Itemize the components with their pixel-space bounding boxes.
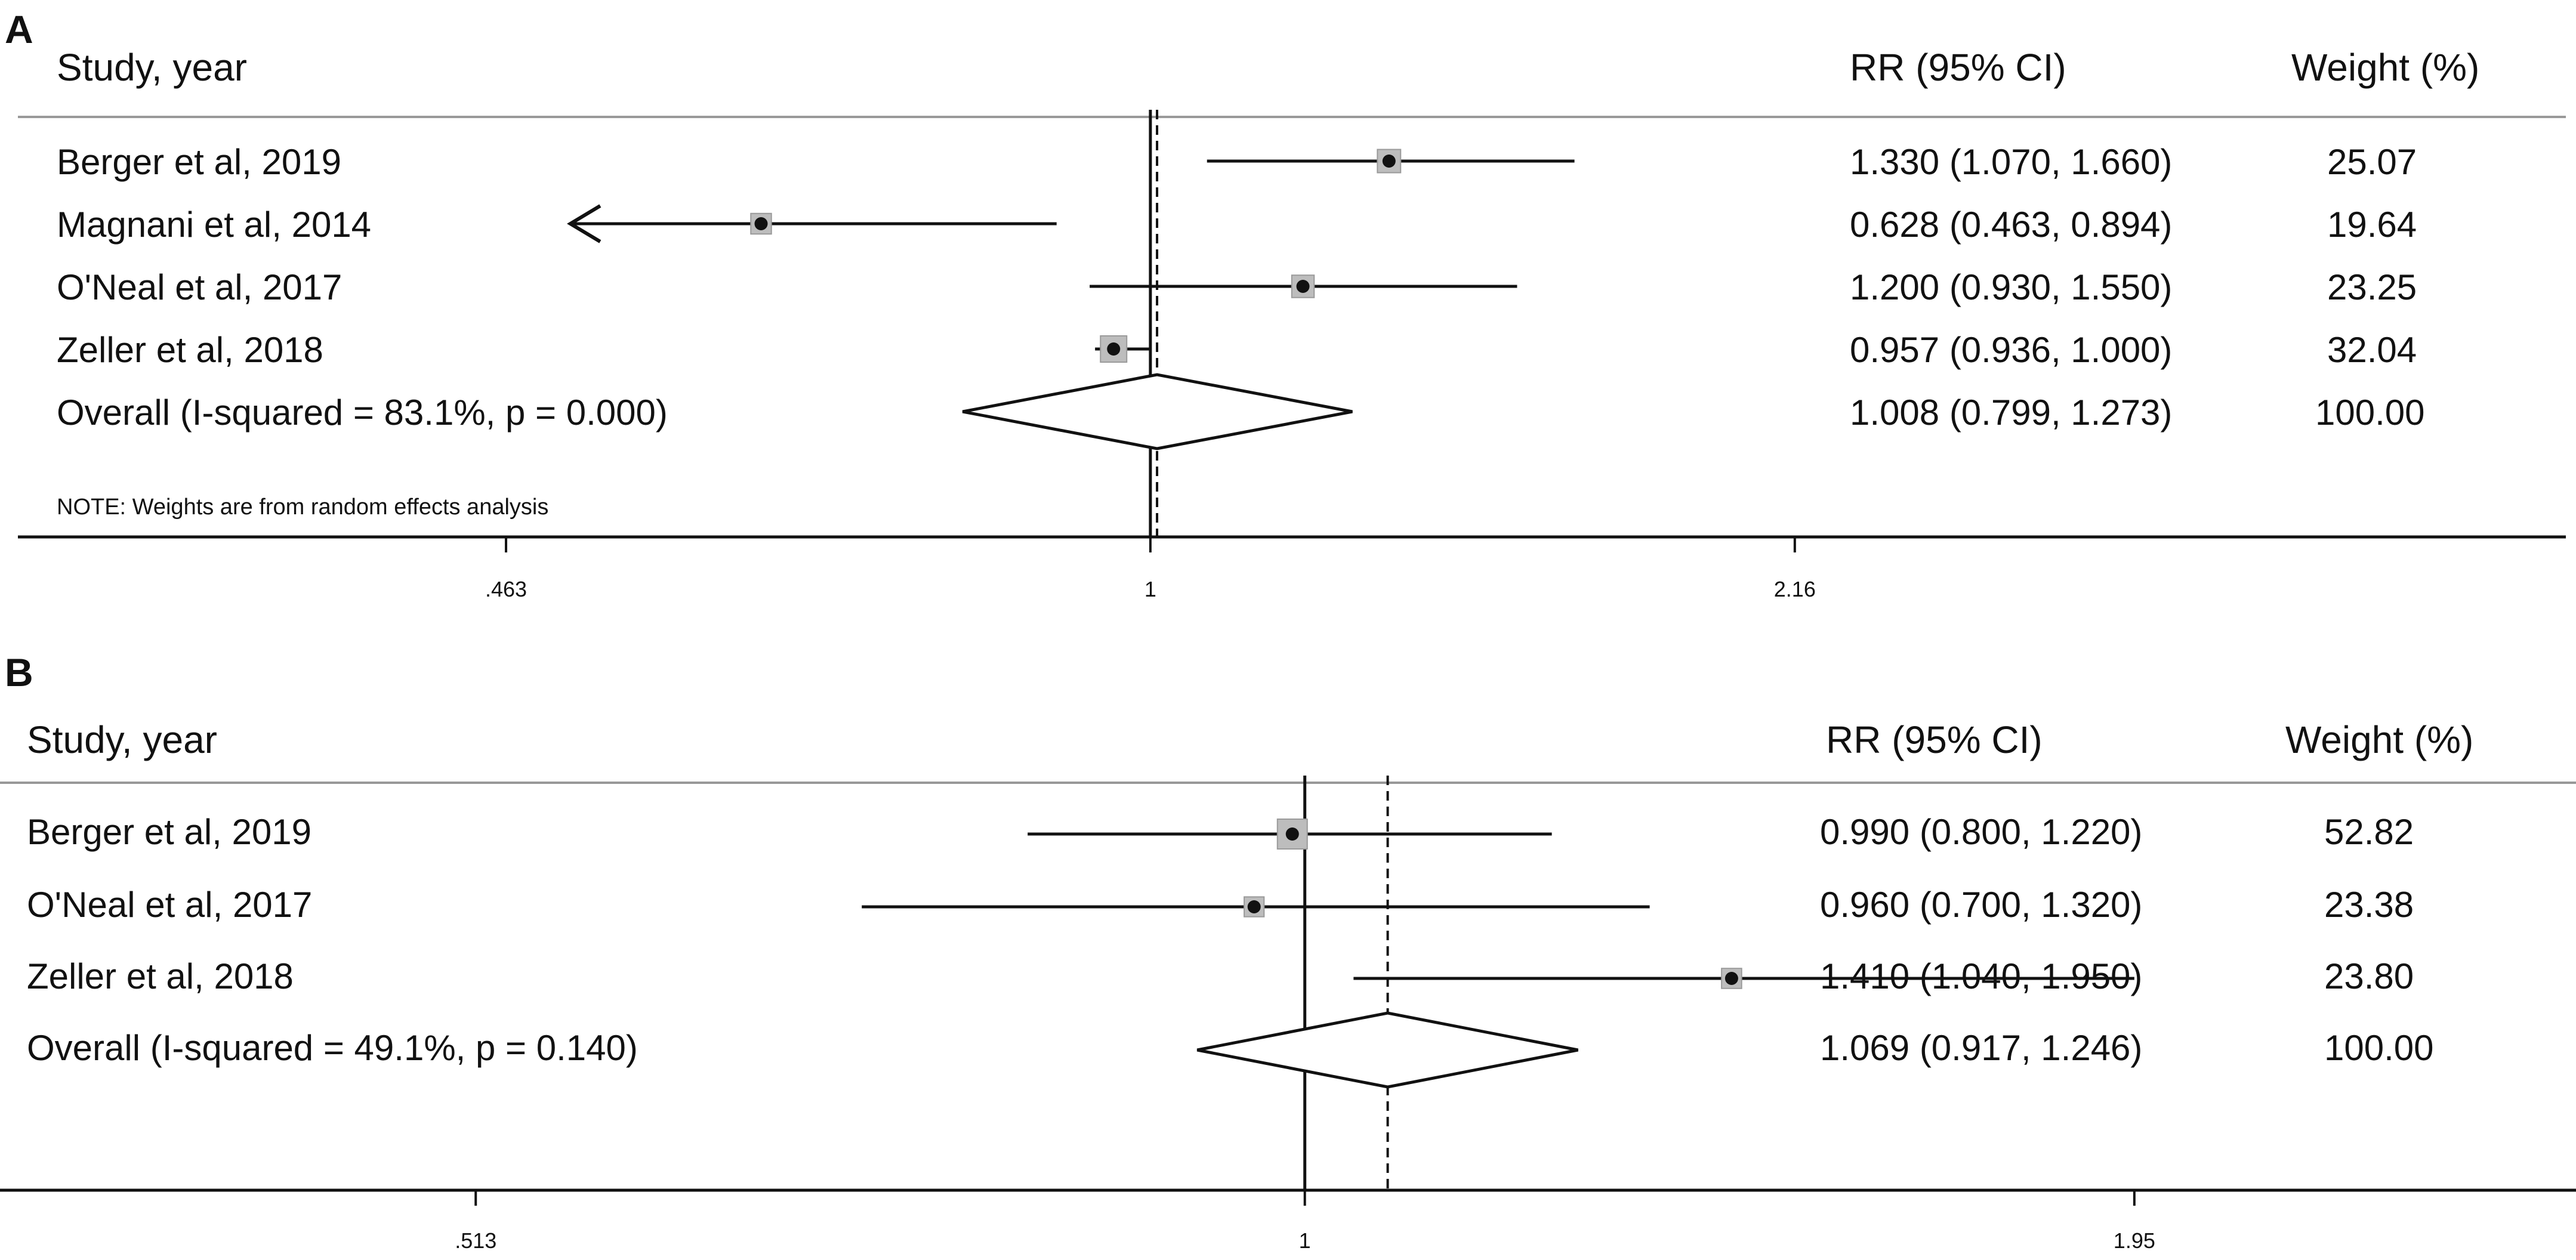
point-estimate [1247, 900, 1261, 913]
panel-a-effect-header: RR (95% CI) [1850, 46, 2066, 89]
panel-b-weight-value: 52.82 [2324, 812, 2414, 852]
panel-a-ci-text: 0.628 (0.463, 0.894) [1850, 205, 2172, 245]
panel-b-effect-header: RR (95% CI) [1826, 718, 2043, 761]
panel-a-overall-ci-text: 1.008 (0.799, 1.273) [1850, 393, 2172, 433]
panel-a-ci-text: 1.200 (0.930, 1.550) [1850, 267, 2172, 307]
ci-truncation-arrow [567, 204, 601, 243]
point-estimate [1382, 155, 1396, 168]
panel-b-ci-text: 0.960 (0.700, 1.320) [1820, 885, 2142, 925]
panel-b-overall-weight: 100.00 [2324, 1028, 2434, 1068]
panel-b-ci-text: 0.990 (0.800, 1.220) [1820, 812, 2142, 852]
panel-b-overall-label: Overall (I-squared = 49.1%, p = 0.140) [27, 1028, 638, 1068]
panel-a: A Study, year RR (95% CI) Weight (%) Ber… [5, 7, 2566, 601]
panel-b-study-label: Zeller et al, 2018 [27, 956, 294, 996]
x-tick-label: .513 [455, 1228, 496, 1253]
panel-b-weight-header: Weight (%) [2285, 718, 2473, 761]
panel-a-weight-header: Weight (%) [2291, 46, 2479, 89]
x-tick-label: 1 [1144, 577, 1156, 601]
point-estimate [1724, 972, 1738, 985]
point-estimate [1285, 827, 1299, 841]
x-tick-label: 1.95 [2114, 1228, 2155, 1253]
panel-a-study-label: Magnani et al, 2014 [57, 205, 371, 245]
panel-a-study-header: Study, year [57, 46, 247, 89]
overall-diamond [962, 373, 1353, 450]
overall-diamond [1196, 1011, 1578, 1089]
point-estimate [1296, 280, 1310, 293]
x-tick-label: 1 [1299, 1228, 1311, 1253]
panel-b: B Study, year RR (95% CI) Weight (%) Ber… [0, 650, 2576, 1253]
panel-b-weight-value: 23.38 [2324, 885, 2414, 925]
panel-a-ci-text: 1.330 (1.070, 1.660) [1850, 142, 2172, 182]
x-tick-label: .463 [485, 577, 527, 601]
panel-b-study-label: Berger et al, 2019 [27, 812, 311, 852]
panel-a-letter: A [5, 7, 33, 51]
point-estimate [754, 217, 768, 230]
panel-a-weight-value: 25.07 [2327, 142, 2417, 182]
panel-a-overall-weight: 100.00 [2315, 393, 2425, 433]
x-tick-label: 2.16 [1774, 577, 1816, 601]
panel-a-weight-value: 23.25 [2327, 267, 2417, 307]
panel-b-ci-text: 1.410 (1.040, 1.950) [1820, 956, 2142, 996]
panel-a-weight-value: 19.64 [2327, 205, 2417, 245]
panel-b-overall-ci-text: 1.069 (0.917, 1.246) [1820, 1028, 2142, 1068]
panel-b-study-header: Study, year [27, 718, 217, 761]
panel-a-study-label: Zeller et al, 2018 [57, 330, 323, 370]
panel-b-letter: B [5, 650, 33, 694]
point-estimate [1107, 342, 1121, 356]
panel-a-weight-value: 32.04 [2327, 330, 2417, 370]
panel-a-study-label: Berger et al, 2019 [57, 142, 341, 182]
panel-a-study-label: O'Neal et al, 2017 [57, 267, 342, 307]
panel-b-plot-area: .513 1 1.95 [455, 776, 2155, 1253]
panel-b-weight-value: 23.80 [2324, 956, 2414, 996]
panel-b-study-label: O'Neal et al, 2017 [27, 885, 312, 925]
panel-a-note: NOTE: Weights are from random effects an… [57, 495, 548, 520]
panel-a-overall-label: Overall (I-squared = 83.1%, p = 0.000) [57, 393, 668, 433]
panel-a-ci-text: 0.957 (0.936, 1.000) [1850, 330, 2172, 370]
panel-a-plot-area: .463 1 2.16 [485, 110, 1816, 601]
